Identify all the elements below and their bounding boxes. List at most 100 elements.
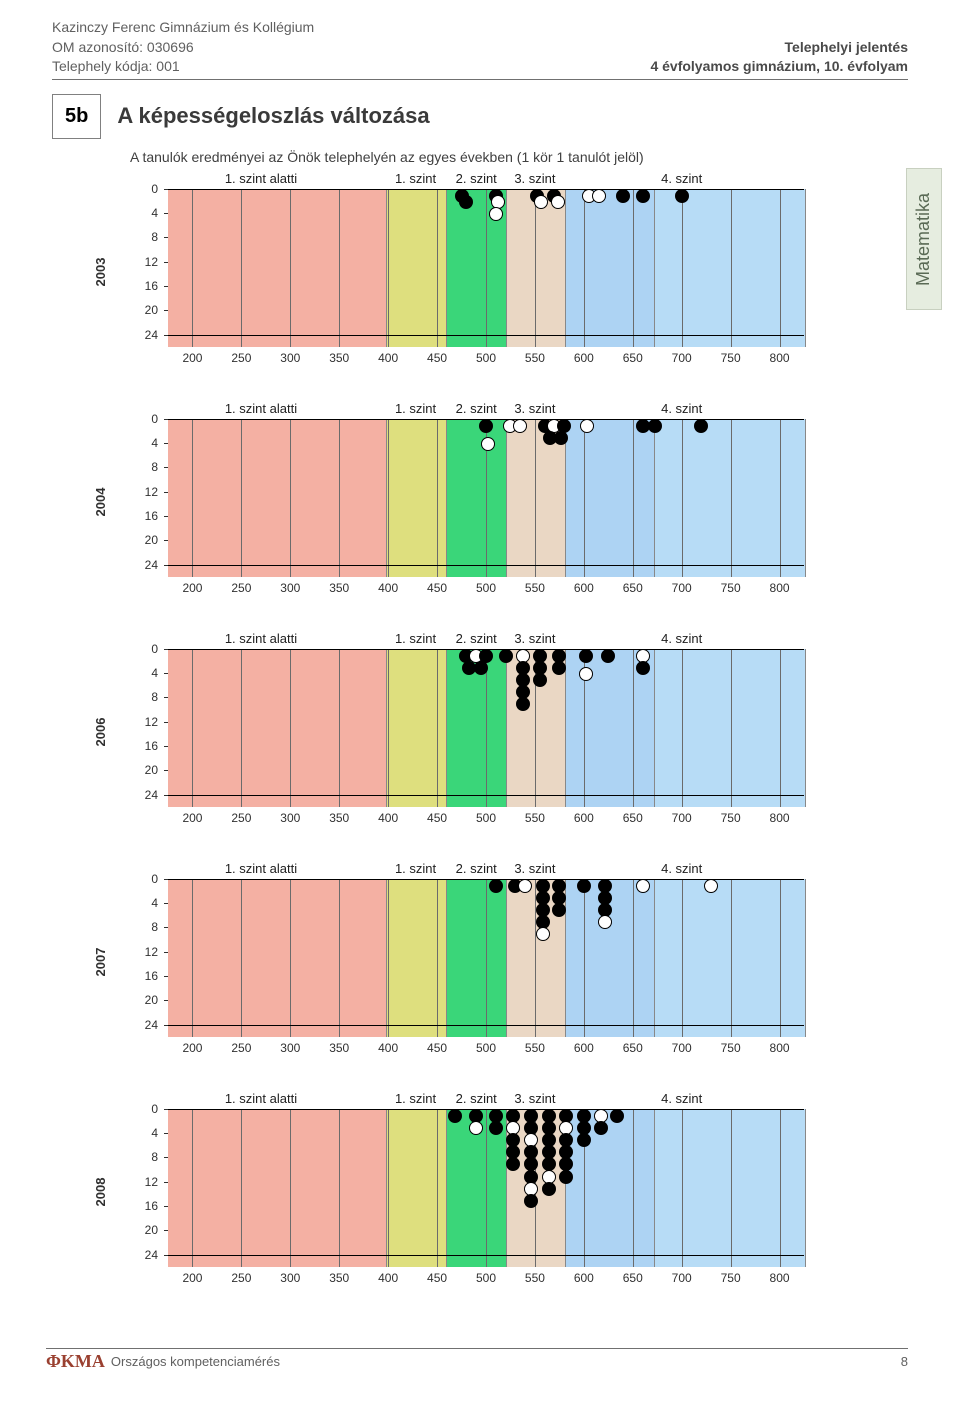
student-dot [524, 1194, 538, 1208]
band-label: 3. szint [514, 401, 555, 416]
student-dot [636, 189, 650, 203]
y-tick-mark [164, 540, 168, 541]
x-tick: 450 [427, 1041, 447, 1055]
x-gridline [290, 649, 291, 807]
y-tick-mark [164, 746, 168, 747]
student-dot [499, 649, 513, 663]
y-tick-mark [164, 286, 168, 287]
level-band [565, 189, 656, 347]
x-tick: 350 [329, 581, 349, 595]
x-tick: 750 [721, 1041, 741, 1055]
x-tick: 550 [525, 811, 545, 825]
student-dot [675, 189, 689, 203]
x-tick: 800 [770, 351, 790, 365]
x-tick: 450 [427, 581, 447, 595]
x-tick: 350 [329, 1271, 349, 1285]
year-label: 2008 [93, 1177, 108, 1206]
x-tick: 400 [378, 1041, 398, 1055]
x-gridline [339, 1109, 340, 1267]
student-dot [610, 1109, 624, 1123]
student-dot [479, 419, 493, 433]
student-dot [577, 1133, 591, 1147]
level-band [168, 1109, 387, 1267]
x-gridline [192, 879, 193, 1037]
y-tick: 16 [130, 739, 158, 753]
band-label: 4. szint [661, 1091, 702, 1106]
page: Kazinczy Ferenc Gimnázium és Kollégium O… [0, 0, 960, 1380]
y-tick-mark [164, 310, 168, 311]
x-tick: 550 [525, 351, 545, 365]
band-label: 1. szint alatti [225, 171, 297, 186]
level-band [565, 419, 656, 577]
x-gridline [780, 419, 781, 577]
y-tick: 0 [130, 872, 158, 886]
y-tick-mark [164, 516, 168, 517]
student-dot [594, 1121, 608, 1135]
x-tick: 250 [231, 811, 251, 825]
student-dot [552, 903, 566, 917]
x-tick: 650 [623, 1041, 643, 1055]
y-tick-mark [164, 927, 168, 928]
y-tick: 4 [130, 896, 158, 910]
page-number: 8 [901, 1354, 908, 1369]
y-tick-mark [164, 262, 168, 263]
y-tick: 12 [130, 715, 158, 729]
y-tick: 24 [130, 788, 158, 802]
student-dot [636, 661, 650, 675]
om-id: OM azonosító: 030696 [52, 38, 314, 58]
student-dot [577, 879, 591, 893]
year-label: 2006 [93, 717, 108, 746]
student-dot [648, 419, 662, 433]
level-band [386, 649, 448, 807]
band-label: 2. szint [456, 171, 497, 186]
x-gridline [633, 1109, 634, 1267]
x-gridline [486, 879, 487, 1037]
y-tick: 4 [130, 436, 158, 450]
x-tick: 450 [427, 1271, 447, 1285]
plot-area: 1. szint alatti1. szint2. szint3. szint4… [168, 879, 804, 1037]
x-tick: 550 [525, 1271, 545, 1285]
student-dot [536, 927, 550, 941]
x-tick: 500 [476, 1041, 496, 1055]
school-name: Kazinczy Ferenc Gimnázium és Kollégium [52, 18, 314, 38]
level-band [565, 879, 656, 1037]
student-dot [694, 419, 708, 433]
x-gridline [682, 1109, 683, 1267]
y-tick: 16 [130, 279, 158, 293]
x-tick: 750 [721, 351, 741, 365]
x-tick: 250 [231, 581, 251, 595]
x-tick: 500 [476, 351, 496, 365]
axis-bottom [168, 565, 804, 566]
y-tick-mark [164, 976, 168, 977]
x-gridline [437, 189, 438, 347]
band-label: 1. szint [395, 631, 436, 646]
year-label: 2004 [93, 487, 108, 516]
student-dot [542, 1182, 556, 1196]
level-band [168, 419, 387, 577]
year-label: 2003 [93, 257, 108, 286]
level-band [386, 419, 448, 577]
x-gridline [437, 419, 438, 577]
x-tick: 700 [672, 351, 692, 365]
x-tick: 450 [427, 351, 447, 365]
x-tick: 500 [476, 581, 496, 595]
y-tick: 8 [130, 230, 158, 244]
y-tick-mark [164, 952, 168, 953]
y-tick: 8 [130, 1150, 158, 1164]
x-gridline [780, 649, 781, 807]
x-tick: 600 [574, 811, 594, 825]
x-tick: 300 [280, 351, 300, 365]
y-tick: 8 [130, 460, 158, 474]
y-tick: 8 [130, 690, 158, 704]
x-gridline [682, 649, 683, 807]
x-gridline [535, 419, 536, 577]
report-title: Telephelyi jelentés [785, 39, 908, 55]
x-gridline [584, 419, 585, 577]
plot-area: 1. szint alatti1. szint2. szint3. szint4… [168, 189, 804, 347]
x-tick: 600 [574, 581, 594, 595]
x-tick: 400 [378, 351, 398, 365]
x-gridline [486, 189, 487, 347]
axis-bottom [168, 1255, 804, 1256]
header-divider [52, 79, 908, 80]
student-dot [506, 1157, 520, 1171]
